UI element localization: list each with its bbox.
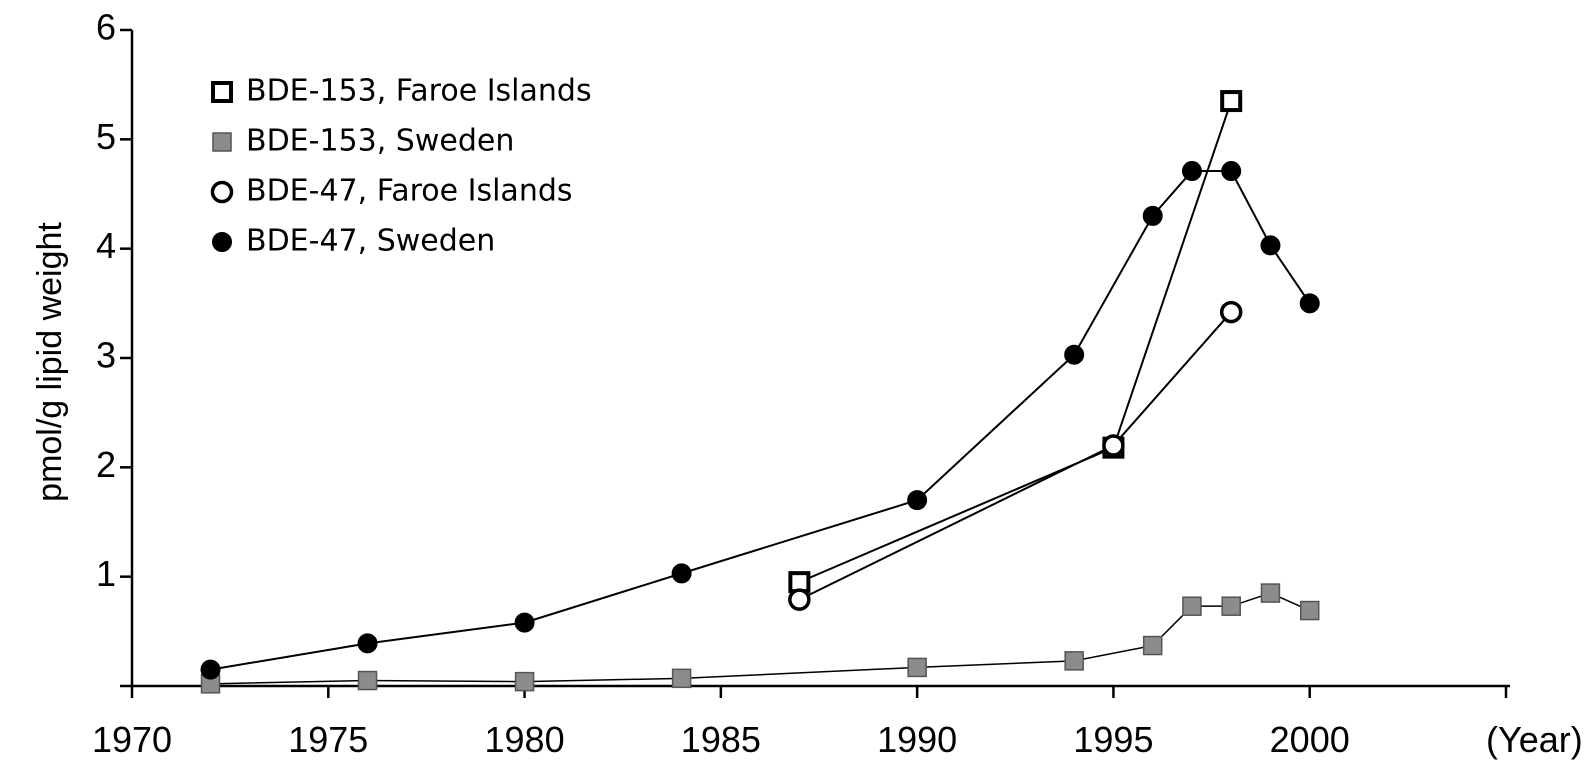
data-point bbox=[907, 490, 928, 511]
legend-marker bbox=[212, 232, 232, 252]
x-tick-label: 1980 bbox=[485, 719, 565, 760]
data-point bbox=[671, 668, 692, 689]
y-tick-label: 6 bbox=[96, 7, 116, 48]
data-point bbox=[1142, 205, 1163, 226]
data-point bbox=[1102, 434, 1125, 457]
data-point bbox=[514, 671, 535, 692]
x-tick-label: 1985 bbox=[681, 719, 761, 760]
data-point bbox=[200, 659, 221, 680]
legend-marker bbox=[210, 180, 234, 204]
x-tick-label: 2000 bbox=[1270, 719, 1350, 760]
y-tick-label: 1 bbox=[96, 553, 116, 594]
x-tick-label: (Year) bbox=[1486, 719, 1583, 760]
data-point bbox=[1142, 635, 1163, 656]
data-point bbox=[1260, 235, 1281, 256]
data-point bbox=[1064, 344, 1085, 365]
data-point bbox=[1299, 600, 1320, 621]
legend-label: BDE-153, Faroe Islands bbox=[246, 74, 592, 109]
legend-label: BDE-47, Sweden bbox=[246, 224, 495, 259]
data-point bbox=[1260, 583, 1281, 603]
data-point bbox=[1182, 596, 1202, 616]
data-point bbox=[1181, 161, 1202, 182]
series-line bbox=[798, 100, 1233, 584]
y-tick-label: 4 bbox=[96, 225, 116, 266]
x-tick-label: 1995 bbox=[1073, 719, 1153, 760]
data-point bbox=[357, 633, 378, 654]
data-point bbox=[1299, 293, 1320, 314]
data-point bbox=[907, 657, 927, 678]
series-line bbox=[798, 311, 1232, 601]
y-tick-label: 5 bbox=[96, 116, 116, 157]
data-point bbox=[1221, 596, 1241, 616]
data-point bbox=[1221, 161, 1242, 182]
data-point bbox=[357, 670, 378, 691]
legend-marker bbox=[212, 132, 232, 152]
legend-marker bbox=[211, 81, 233, 103]
data-point bbox=[1220, 90, 1243, 113]
x-tick-label: 1990 bbox=[877, 719, 957, 760]
data-point bbox=[1219, 300, 1243, 324]
y-tick-label: 3 bbox=[96, 335, 116, 376]
legend-label: BDE-47, Faroe Islands bbox=[246, 174, 573, 209]
y-axis-label: pmol/g lipid weight bbox=[31, 222, 69, 502]
legend-label: BDE-153, Sweden bbox=[246, 124, 514, 159]
y-tick-label: 2 bbox=[96, 444, 116, 485]
data-point bbox=[1064, 651, 1084, 671]
data-point bbox=[514, 612, 535, 633]
data-point bbox=[671, 563, 692, 584]
x-tick-label: 1975 bbox=[288, 719, 368, 760]
data-point bbox=[788, 588, 811, 611]
x-tick-label: 1970 bbox=[92, 719, 172, 760]
